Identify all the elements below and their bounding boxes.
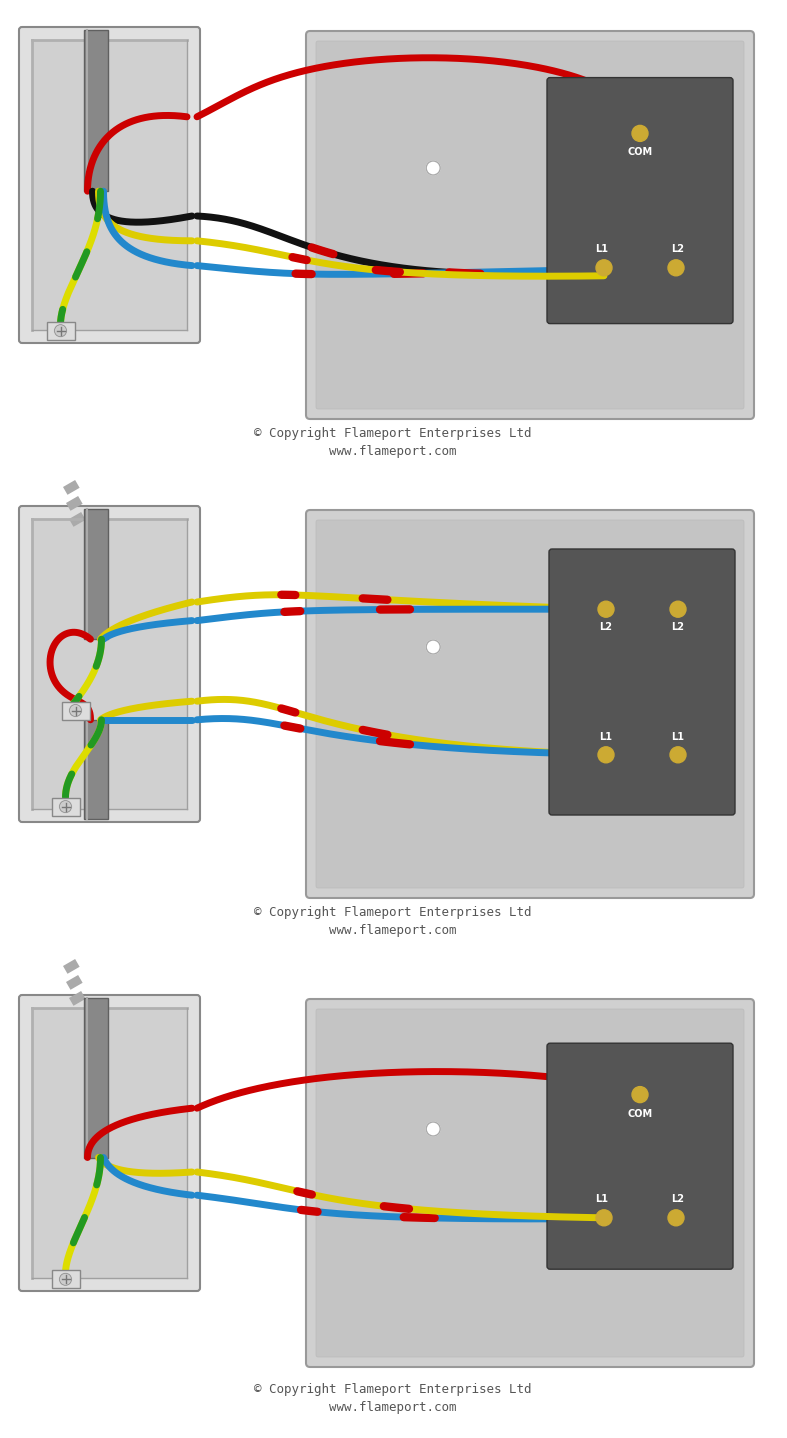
- Text: © Copyright Flameport Enterprises Ltd: © Copyright Flameport Enterprises Ltd: [254, 906, 532, 919]
- Circle shape: [60, 1273, 72, 1286]
- Bar: [66, 496, 83, 510]
- Bar: [83, 720, 108, 820]
- Text: L2: L2: [671, 244, 685, 253]
- FancyBboxPatch shape: [306, 32, 754, 418]
- Bar: [83, 509, 108, 640]
- Text: www.flameport.com: www.flameport.com: [329, 925, 456, 938]
- Text: COM: COM: [627, 1109, 652, 1119]
- FancyBboxPatch shape: [306, 999, 754, 1368]
- Bar: [69, 512, 86, 526]
- Bar: [61, 702, 90, 719]
- Circle shape: [427, 161, 440, 175]
- Circle shape: [598, 601, 614, 617]
- Bar: [51, 1270, 79, 1288]
- Circle shape: [663, 640, 678, 654]
- Bar: [46, 322, 75, 339]
- Circle shape: [632, 125, 648, 141]
- Bar: [32, 519, 187, 810]
- Bar: [69, 991, 86, 1005]
- Circle shape: [596, 260, 612, 276]
- Text: www.flameport.com: www.flameport.com: [329, 444, 456, 457]
- Bar: [63, 480, 79, 495]
- FancyBboxPatch shape: [19, 506, 200, 823]
- Circle shape: [427, 1122, 440, 1136]
- Circle shape: [427, 640, 440, 654]
- Bar: [83, 30, 108, 191]
- Circle shape: [670, 601, 686, 617]
- FancyBboxPatch shape: [316, 521, 744, 889]
- Text: L2: L2: [600, 623, 612, 633]
- Text: L1: L1: [600, 732, 612, 742]
- Bar: [32, 40, 187, 329]
- Circle shape: [54, 325, 66, 336]
- FancyBboxPatch shape: [549, 549, 735, 815]
- Text: L2: L2: [671, 1194, 685, 1204]
- Bar: [66, 975, 83, 989]
- Circle shape: [60, 801, 72, 812]
- Bar: [63, 959, 79, 974]
- Text: COM: COM: [627, 148, 652, 157]
- Bar: [83, 998, 108, 1158]
- Circle shape: [670, 746, 686, 762]
- FancyBboxPatch shape: [547, 78, 733, 324]
- Circle shape: [668, 260, 684, 276]
- Text: L2: L2: [671, 623, 685, 633]
- Circle shape: [663, 161, 678, 175]
- FancyBboxPatch shape: [547, 1043, 733, 1270]
- Bar: [51, 798, 79, 815]
- Text: © Copyright Flameport Enterprises Ltd: © Copyright Flameport Enterprises Ltd: [254, 1383, 532, 1396]
- Text: L1: L1: [596, 1194, 608, 1204]
- Circle shape: [598, 746, 614, 762]
- Circle shape: [632, 1087, 648, 1103]
- Text: L1: L1: [596, 244, 608, 253]
- Text: © Copyright Flameport Enterprises Ltd: © Copyright Flameport Enterprises Ltd: [254, 427, 532, 440]
- FancyBboxPatch shape: [19, 995, 200, 1291]
- FancyBboxPatch shape: [316, 42, 744, 408]
- Circle shape: [668, 1209, 684, 1225]
- Circle shape: [663, 1122, 678, 1136]
- Text: www.flameport.com: www.flameport.com: [329, 1401, 456, 1414]
- FancyBboxPatch shape: [316, 1009, 744, 1357]
- FancyBboxPatch shape: [19, 27, 200, 344]
- Circle shape: [596, 1209, 612, 1225]
- Text: L1: L1: [671, 732, 685, 742]
- Bar: [32, 1008, 187, 1278]
- FancyBboxPatch shape: [306, 510, 754, 897]
- Circle shape: [69, 705, 82, 716]
